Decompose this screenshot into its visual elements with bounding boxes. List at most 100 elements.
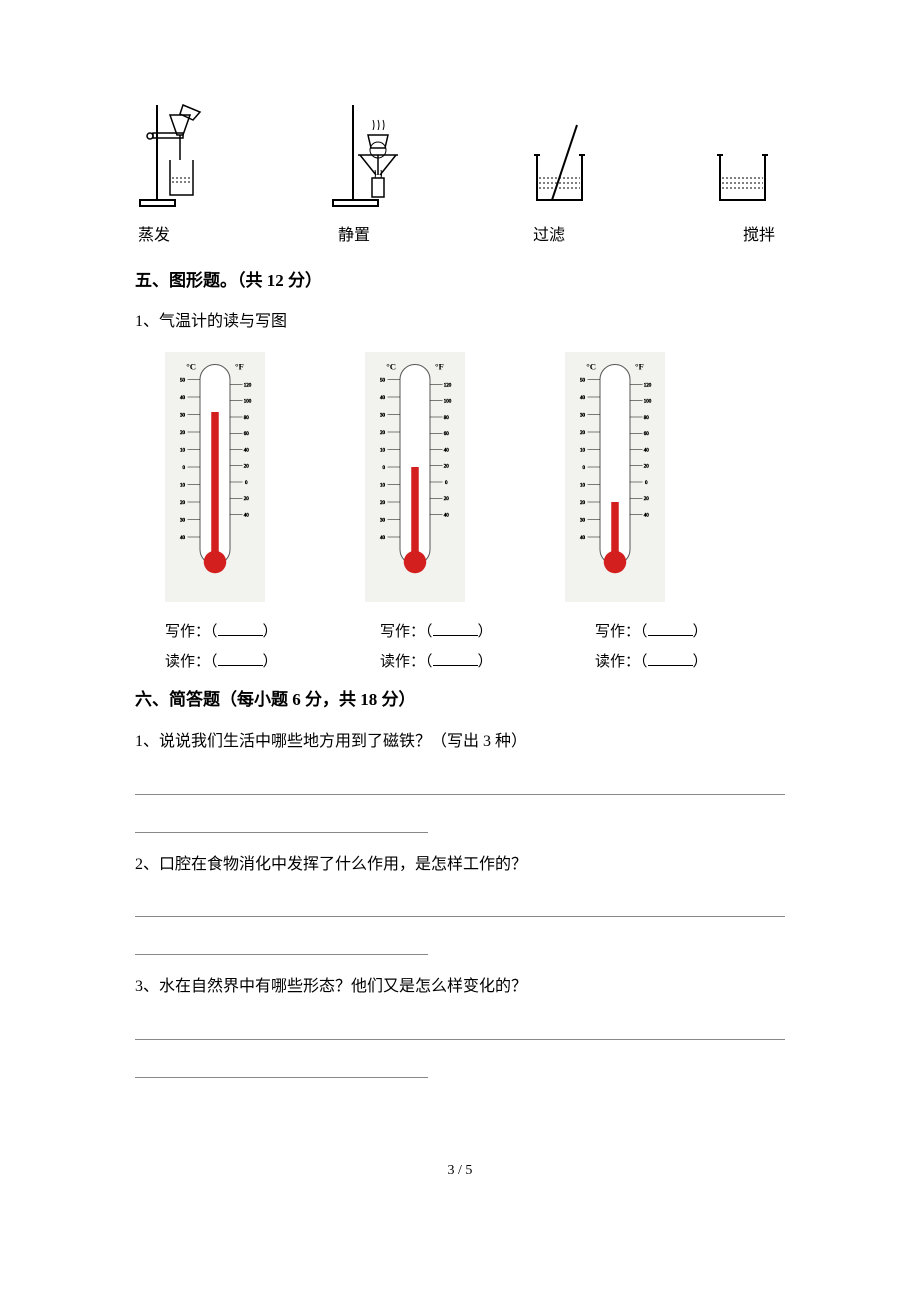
section5-q1: 1、气温计的读与写图: [135, 308, 785, 337]
settling-icon: [328, 100, 418, 210]
svg-text:120: 120: [644, 384, 652, 389]
write-blank-3[interactable]: [648, 622, 693, 636]
write-label-1: 写作：: [165, 624, 210, 640]
read-blank-3[interactable]: [648, 652, 693, 666]
svg-text:20: 20: [644, 497, 650, 502]
evaporation-icon: [135, 100, 225, 210]
diagram-label-1: 蒸发: [138, 222, 170, 251]
svg-text:40: 40: [244, 514, 250, 519]
q2-answer-line-2[interactable]: [135, 935, 428, 955]
svg-text:50: 50: [580, 379, 586, 384]
answer-block-3: 写作：（） 读作：（）: [595, 617, 755, 677]
read-label-1: 读作：: [165, 654, 210, 670]
q2-answer-line-1[interactable]: [135, 897, 785, 917]
svg-text:20: 20: [444, 465, 450, 470]
write-blank-2[interactable]: [433, 622, 478, 636]
q3-answer-line-2[interactable]: [135, 1058, 428, 1078]
q1-answer-line-1[interactable]: [135, 775, 785, 795]
page-number: 3 / 5: [135, 1158, 785, 1183]
thermometer-row: °C °F 50 40 30 20 10 0 10 20 30 40 120 1…: [135, 352, 785, 602]
svg-text:80: 80: [444, 416, 450, 421]
svg-text:40: 40: [180, 396, 186, 401]
svg-text:20: 20: [180, 431, 186, 436]
svg-text:100: 100: [244, 400, 252, 405]
read-label-3: 读作：: [595, 654, 640, 670]
svg-text:40: 40: [380, 536, 386, 541]
svg-text:30: 30: [380, 519, 386, 524]
answer-block-1: 写作：（） 读作：（）: [165, 617, 325, 677]
svg-text:120: 120: [244, 384, 252, 389]
section5-heading: 五、图形题。（共 12 分）: [135, 266, 785, 297]
svg-text:°C: °C: [586, 362, 596, 372]
q1-answer-line-2[interactable]: [135, 813, 428, 833]
diagram-filter: [522, 120, 602, 210]
svg-text:°C: °C: [186, 362, 196, 372]
svg-text:40: 40: [444, 514, 450, 519]
svg-text:20: 20: [444, 497, 450, 502]
svg-text:40: 40: [580, 536, 586, 541]
read-blank-2[interactable]: [433, 652, 478, 666]
stir-icon: [705, 140, 785, 210]
svg-text:60: 60: [644, 432, 650, 437]
svg-text:20: 20: [244, 465, 250, 470]
svg-text:10: 10: [180, 484, 186, 489]
svg-text:80: 80: [644, 416, 650, 421]
thermo-3-icon: °C °F 50 40 30 20 10 0 10 20 30 40 120 1…: [565, 352, 665, 602]
svg-text:20: 20: [580, 501, 586, 506]
svg-text:40: 40: [644, 514, 650, 519]
diagram-label-2: 静置: [338, 222, 370, 251]
write-label-3: 写作：: [595, 624, 640, 640]
diagram-label-3: 过滤: [533, 222, 565, 251]
svg-text:120: 120: [444, 384, 452, 389]
svg-text:60: 60: [444, 432, 450, 437]
svg-text:50: 50: [180, 379, 186, 384]
svg-text:20: 20: [644, 465, 650, 470]
thermometer-2: °C °F 50 40 30 20 10 0 10 20 30 40 120 1…: [365, 352, 465, 602]
svg-text:10: 10: [580, 484, 586, 489]
svg-text:°F: °F: [635, 362, 644, 372]
svg-text:20: 20: [580, 431, 586, 436]
diagram-evaporation: [135, 100, 225, 210]
svg-text:20: 20: [380, 501, 386, 506]
chemistry-diagrams-row: [135, 100, 785, 210]
svg-text:20: 20: [180, 501, 186, 506]
q3-answer-line-1[interactable]: [135, 1020, 785, 1040]
read-label-2: 读作：: [380, 654, 425, 670]
write-blank-1[interactable]: [218, 622, 263, 636]
svg-text:10: 10: [580, 449, 586, 454]
diagram-settling: [328, 100, 418, 210]
svg-text:100: 100: [444, 400, 452, 405]
section6-q2: 2、口腔在食物消化中发挥了什么作用，是怎样工作的？: [135, 851, 785, 880]
svg-text:10: 10: [180, 449, 186, 454]
thermometer-3: °C °F 50 40 30 20 10 0 10 20 30 40 120 1…: [565, 352, 665, 602]
answer-block-2: 写作：（） 读作：（）: [380, 617, 540, 677]
svg-text:20: 20: [380, 431, 386, 436]
svg-text:40: 40: [580, 396, 586, 401]
diagram-label-4: 搅拌: [743, 222, 775, 251]
svg-text:40: 40: [444, 449, 450, 454]
svg-text:100: 100: [644, 400, 652, 405]
svg-text:30: 30: [180, 414, 186, 419]
thermometer-1: °C °F 50 40 30 20 10 0 10 20 30 40 120 1…: [165, 352, 265, 602]
svg-text:10: 10: [380, 484, 386, 489]
svg-text:30: 30: [180, 519, 186, 524]
read-blank-1[interactable]: [218, 652, 263, 666]
section6-q1: 1、说说我们生活中哪些地方用到了磁铁？（写出 3 种）: [135, 728, 785, 757]
write-label-2: 写作：: [380, 624, 425, 640]
section6-heading: 六、简答题（每小题 6 分，共 18 分）: [135, 685, 785, 716]
svg-text:50: 50: [380, 379, 386, 384]
section6-q3: 3、水在自然界中有哪些形态？他们又是怎么样变化的？: [135, 973, 785, 1002]
svg-text:10: 10: [380, 449, 386, 454]
filter-icon: [522, 120, 602, 210]
svg-text:40: 40: [244, 449, 250, 454]
svg-text:40: 40: [644, 449, 650, 454]
svg-text:40: 40: [180, 536, 186, 541]
svg-text:40: 40: [380, 396, 386, 401]
svg-text:°F: °F: [435, 362, 444, 372]
svg-text:60: 60: [244, 432, 250, 437]
thermo-1-icon: °C °F 50 40 30 20 10 0 10 20 30 40 120 1…: [165, 352, 265, 602]
diagram-stir: [705, 140, 785, 210]
diagram-labels-row: 蒸发 静置 过滤 搅拌: [135, 222, 785, 251]
svg-text:30: 30: [380, 414, 386, 419]
svg-text:°C: °C: [386, 362, 396, 372]
